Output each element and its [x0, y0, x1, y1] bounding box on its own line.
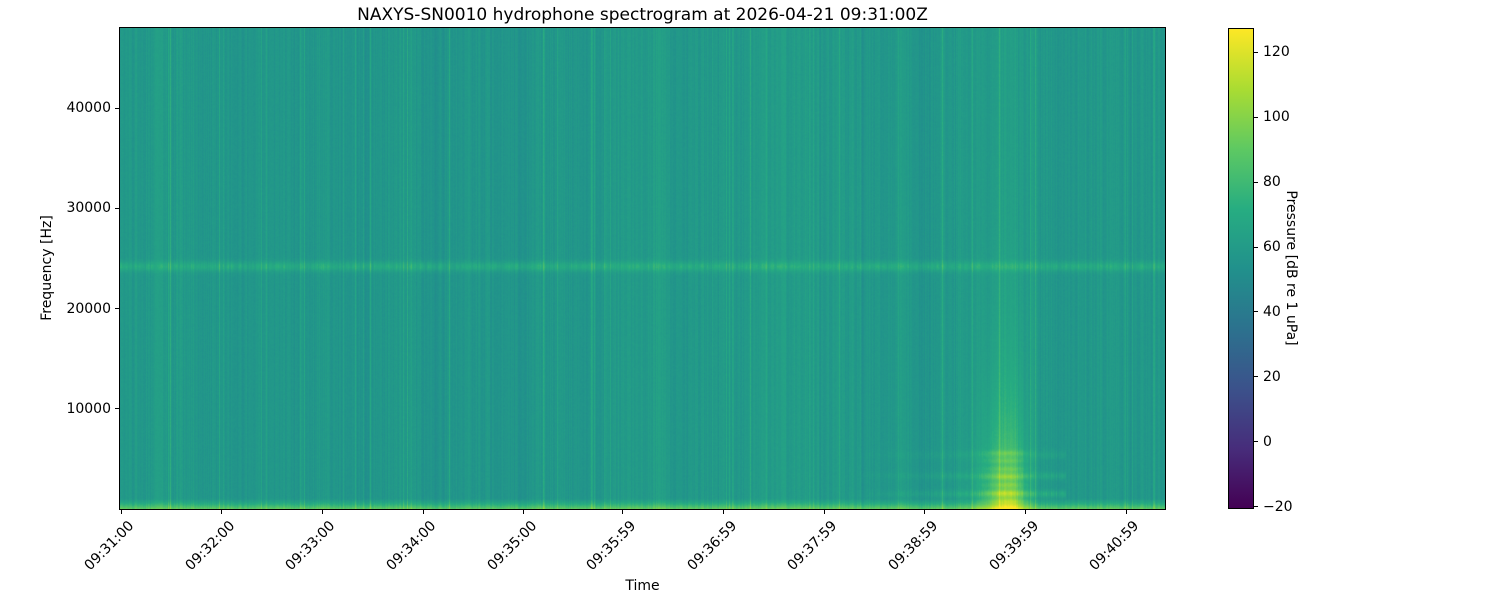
x-tick-mark — [321, 510, 323, 514]
colorbar — [1228, 28, 1254, 509]
x-tick-mark — [221, 510, 223, 514]
x-tick-mark — [622, 510, 624, 514]
x-tick-label: 09:37:59 — [784, 518, 841, 574]
colorbar-tick-mark — [1254, 441, 1258, 443]
colorbar-tick-label: 60 — [1263, 239, 1281, 256]
x-tick-label: 09:35:00 — [484, 518, 541, 574]
colorbar-tick-mark — [1254, 311, 1258, 313]
x-tick-mark — [523, 510, 525, 514]
colorbar-tick-label: 100 — [1263, 109, 1290, 126]
x-tick-label: 09:35:59 — [583, 518, 640, 574]
x-tick-label: 09:40:59 — [1086, 518, 1143, 574]
colorbar-tick-label: 40 — [1263, 303, 1281, 320]
y-tick-mark — [115, 308, 119, 310]
colorbar-tick-label: 0 — [1263, 433, 1272, 450]
colorbar-tick-mark — [1254, 51, 1258, 53]
x-tick-mark — [1025, 510, 1027, 514]
colorbar-tick-mark — [1254, 506, 1258, 508]
colorbar-tick-mark — [1254, 116, 1258, 118]
y-tick-mark — [115, 107, 119, 109]
colorbar-tick-mark — [1254, 376, 1258, 378]
x-tick-mark — [823, 510, 825, 514]
spectrogram-heatmap — [119, 27, 1166, 510]
x-tick-label: 09:33:00 — [282, 518, 339, 574]
y-tick-label: 40000 — [66, 100, 111, 117]
colorbar-tick-mark — [1254, 181, 1258, 183]
colorbar-tick-label: 20 — [1263, 368, 1281, 385]
y-tick-mark — [115, 408, 119, 410]
x-tick-mark — [723, 510, 725, 514]
x-tick-mark — [924, 510, 926, 514]
x-tick-label: 09:34:00 — [383, 518, 440, 574]
chart-title: NAXYS-SN0010 hydrophone spectrogram at 2… — [357, 5, 928, 25]
colorbar-tick-label: −20 — [1263, 498, 1293, 515]
x-tick-label: 09:32:00 — [182, 518, 239, 574]
y-tick-label: 30000 — [66, 200, 111, 217]
x-tick-label: 09:39:59 — [986, 518, 1042, 574]
y-tick-mark — [115, 207, 119, 209]
y-tick-label: 10000 — [66, 400, 111, 417]
x-tick-mark — [1125, 510, 1127, 514]
y-tick-label: 20000 — [66, 300, 111, 317]
colorbar-tick-mark — [1254, 246, 1258, 248]
x-tick-mark — [120, 510, 122, 514]
x-tick-label: 09:31:00 — [81, 518, 138, 574]
colorbar-tick-label: 120 — [1263, 44, 1290, 61]
colorbar-label: Pressure [dB re 1 uPa] — [1283, 190, 1299, 346]
x-tick-label: 09:36:59 — [684, 518, 740, 574]
x-tick-label: 09:38:59 — [885, 518, 942, 574]
x-axis-label: Time — [625, 578, 660, 594]
x-tick-mark — [422, 510, 424, 514]
colorbar-tick-label: 80 — [1263, 174, 1281, 191]
